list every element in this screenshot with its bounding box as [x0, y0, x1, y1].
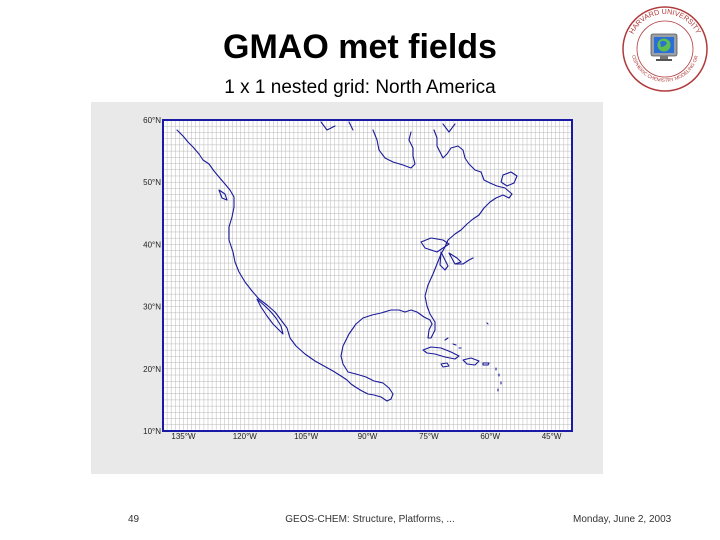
harvard-logo: HARVARD UNIVERSITY ATMOSPHERIC CHEMISTRY… [620, 4, 708, 92]
vancouver-island [218, 189, 228, 201]
newfoundland [500, 171, 518, 187]
map-frame [162, 119, 573, 432]
cuba [422, 346, 460, 360]
globe-on-monitor-icon [650, 33, 678, 61]
arctic-islands [320, 121, 456, 133]
north-america-coast [176, 129, 513, 402]
latitude-label: 50°N [143, 178, 161, 187]
longitude-label: 120°W [233, 432, 258, 441]
longitude-labels: 135°W 120°W 105°W 90°W 75°W 60°W 45°W [171, 432, 561, 441]
latitude-label: 10°N [143, 427, 161, 436]
hudson-bay [372, 129, 416, 169]
bahamas [444, 337, 462, 349]
atlantic-islet [486, 322, 489, 325]
slide-title: GMAO met fields [223, 28, 497, 66]
slide-subtitle: 1 x 1 nested grid: North America [224, 77, 496, 98]
jamaica [440, 362, 450, 368]
latitude-label: 30°N [143, 303, 161, 312]
footer-title: GEOS-CHEM: Structure, Platforms, ... [285, 514, 455, 525]
coastlines [176, 121, 518, 402]
longitude-label: 45°W [542, 432, 562, 441]
latitude-label: 60°N [143, 116, 161, 125]
logo-inner-ring [636, 20, 694, 78]
footer-page-number: 49 [128, 514, 140, 525]
latitude-labels: 60°N 50°N 40°N 30°N 20°N 10°N [143, 116, 161, 436]
lesser-antilles [495, 367, 502, 392]
grid-lines [163, 120, 572, 431]
longitude-label: 90°W [358, 432, 378, 441]
footer-date: Monday, June 2, 2003 [573, 514, 672, 525]
puerto-rico [482, 362, 490, 366]
longitude-label: 135°W [171, 432, 196, 441]
hispaniola [462, 357, 480, 366]
longitude-label: 105°W [294, 432, 319, 441]
great-lakes [420, 237, 474, 271]
nested-grid-map: 60°N 50°N 40°N 30°N 20°N 10°N 135°W 120°W 105°W… [143, 116, 573, 441]
map-panel: 60°N 50°N 40°N 30°N 20°N 10°N 135°W 120°W 105°W… [91, 102, 603, 474]
baja-california [256, 298, 284, 335]
longitude-label: 75°W [419, 432, 439, 441]
latitude-label: 20°N [143, 365, 161, 374]
latitude-label: 40°N [143, 240, 161, 249]
longitude-label: 60°W [480, 432, 500, 441]
